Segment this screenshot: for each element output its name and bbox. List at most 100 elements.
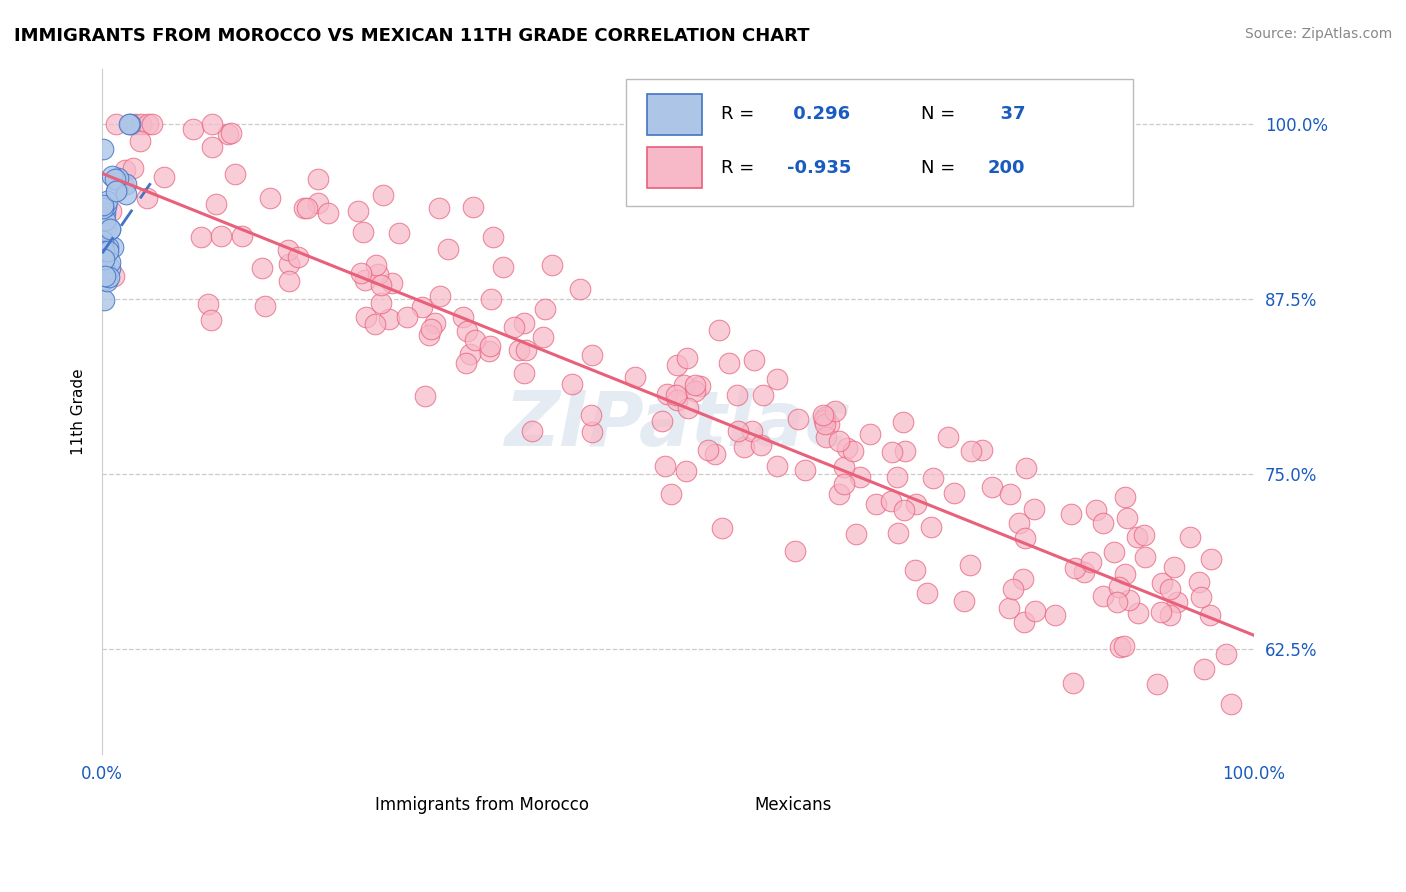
Text: Mexicans: Mexicans [755, 797, 832, 814]
Point [129, 134, 152, 148]
Point [201, 118, 224, 132]
Point [93, 247, 115, 261]
Point [307, 195, 329, 210]
Point [741, 424, 763, 438]
Point [115, 177, 138, 191]
Point [920, 520, 942, 534]
Bar [647, 94, 702, 135]
Point [783, 544, 806, 558]
Point [1192, 662, 1215, 676]
Point [515, 343, 537, 357]
Point [413, 389, 436, 403]
Point [1108, 580, 1130, 594]
Point [1024, 502, 1046, 516]
Point [1178, 530, 1201, 544]
Point [278, 274, 301, 288]
Point [835, 441, 858, 455]
Bar [695, 794, 735, 816]
Point [98, 222, 121, 236]
Point [104, 185, 127, 199]
Bar [304, 794, 344, 816]
Point [1135, 550, 1157, 565]
Point [94, 213, 117, 227]
Point [1064, 561, 1087, 575]
Point [93, 201, 115, 215]
Point [936, 430, 959, 444]
Point [136, 118, 159, 132]
Point [135, 191, 157, 205]
Point [1159, 582, 1181, 596]
Point [353, 273, 375, 287]
Text: R =: R = [720, 105, 759, 123]
Point [811, 408, 834, 422]
Text: 0.296: 0.296 [787, 105, 851, 123]
Point [828, 487, 851, 501]
Point [370, 295, 392, 310]
Point [201, 140, 224, 154]
Point [824, 404, 846, 418]
Point [122, 161, 145, 176]
Point [93, 142, 115, 156]
Point [364, 259, 387, 273]
Point [1159, 607, 1181, 622]
Point [464, 333, 486, 347]
Point [1201, 552, 1223, 566]
Point [893, 503, 915, 517]
Point [1126, 530, 1149, 544]
Point [100, 203, 122, 218]
FancyBboxPatch shape [626, 78, 1133, 206]
Text: 200: 200 [987, 159, 1025, 177]
Point [367, 267, 389, 281]
Point [880, 445, 903, 459]
Point [181, 121, 204, 136]
Point [209, 228, 232, 243]
Point [190, 229, 212, 244]
Point [370, 278, 392, 293]
Point [676, 401, 699, 415]
Point [93, 293, 115, 307]
Bar [647, 147, 702, 188]
Point [423, 316, 446, 330]
Point [479, 292, 502, 306]
Point [832, 460, 855, 475]
Point [347, 204, 370, 219]
Point [224, 167, 246, 181]
Point [904, 563, 927, 577]
Point [93, 257, 115, 271]
Point [707, 323, 730, 337]
Point [718, 356, 741, 370]
Point [454, 356, 477, 370]
Point [845, 527, 868, 541]
Point [98, 260, 121, 275]
Text: -0.935: -0.935 [787, 159, 852, 177]
Point [349, 266, 371, 280]
Point [581, 349, 603, 363]
Point [675, 464, 697, 478]
Point [101, 240, 124, 254]
Point [711, 521, 734, 535]
Point [411, 300, 433, 314]
Point [478, 338, 501, 352]
Point [307, 172, 329, 186]
Point [451, 310, 474, 325]
Point [352, 226, 374, 240]
Point [253, 299, 276, 313]
Point [1112, 639, 1135, 653]
Point [1166, 594, 1188, 608]
Point [114, 162, 136, 177]
Point [813, 413, 835, 427]
Point [371, 188, 394, 202]
Point [1118, 593, 1140, 607]
Point [727, 424, 749, 438]
Point [93, 273, 115, 287]
Point [665, 388, 688, 402]
Point [93, 205, 115, 219]
Point [93, 244, 115, 258]
Point [217, 127, 239, 141]
Point [953, 594, 976, 608]
Point [943, 485, 966, 500]
Point [998, 487, 1021, 501]
Point [420, 322, 443, 336]
Point [1012, 615, 1035, 629]
Point [436, 242, 458, 256]
